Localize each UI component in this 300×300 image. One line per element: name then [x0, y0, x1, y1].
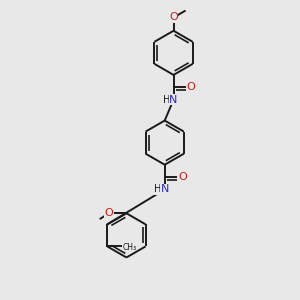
- Text: O: O: [169, 13, 178, 22]
- Text: O: O: [178, 172, 187, 182]
- Text: O: O: [187, 82, 196, 92]
- Text: N: N: [169, 94, 178, 105]
- Text: N: N: [160, 184, 169, 194]
- Text: CH₃: CH₃: [123, 243, 137, 252]
- Text: H: H: [154, 184, 161, 194]
- Text: O: O: [104, 208, 113, 218]
- Text: H: H: [163, 94, 170, 105]
